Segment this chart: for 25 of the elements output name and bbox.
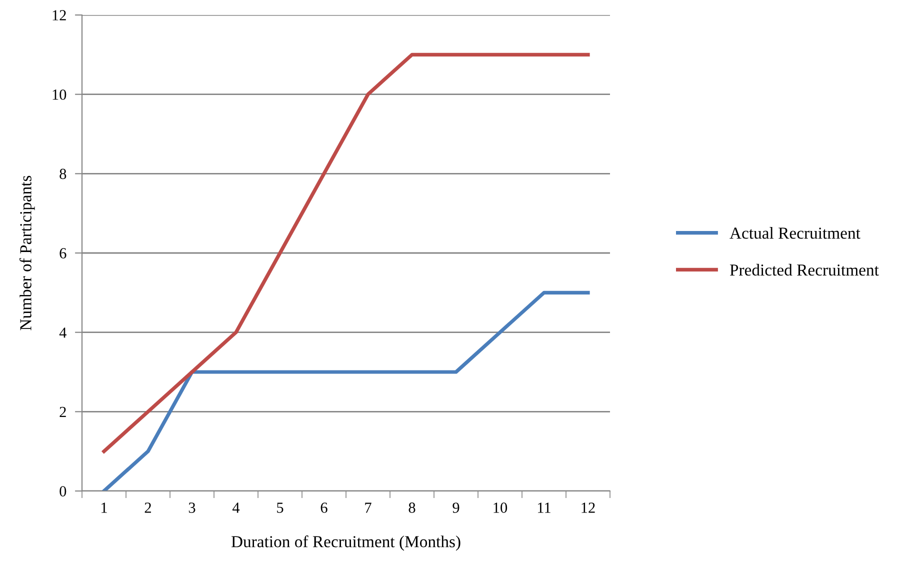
x-tick-label: 11 bbox=[538, 502, 550, 513]
x-tick-label: 1 bbox=[102, 502, 107, 513]
x-tick-label: 6 bbox=[320, 502, 328, 513]
y-tick-label: 12 bbox=[52, 10, 66, 20]
line-series bbox=[102, 52, 590, 454]
legend-label: Predicted Recruitment bbox=[730, 264, 879, 276]
x-tick-label: 4 bbox=[232, 502, 240, 513]
y-tick-label: 10 bbox=[52, 89, 66, 100]
x-tick-label: 9 bbox=[452, 502, 460, 513]
line-series bbox=[102, 290, 590, 491]
y-tick-label: 4 bbox=[59, 328, 66, 338]
x-tick-label: 5 bbox=[277, 502, 284, 513]
x-tick-label: 3 bbox=[188, 502, 196, 513]
y-tick-label: 0 bbox=[60, 486, 66, 496]
x-axis-title: Duration of Recruitment (Months) bbox=[231, 535, 460, 551]
legend-label: Actual Recruitment bbox=[730, 227, 860, 239]
y-tick-label: 8 bbox=[60, 168, 66, 180]
x-tick-label: 7 bbox=[365, 502, 372, 513]
y-tick-label: 2 bbox=[60, 406, 66, 417]
y-tick-label: 6 bbox=[60, 248, 66, 258]
x-tick-label: 12 bbox=[582, 502, 595, 513]
x-tick-label: 8 bbox=[408, 502, 416, 513]
x-tick-label: 10 bbox=[494, 502, 508, 513]
y-axis-title: Number of Participants bbox=[19, 176, 35, 330]
x-tick-label: 2 bbox=[144, 502, 151, 513]
